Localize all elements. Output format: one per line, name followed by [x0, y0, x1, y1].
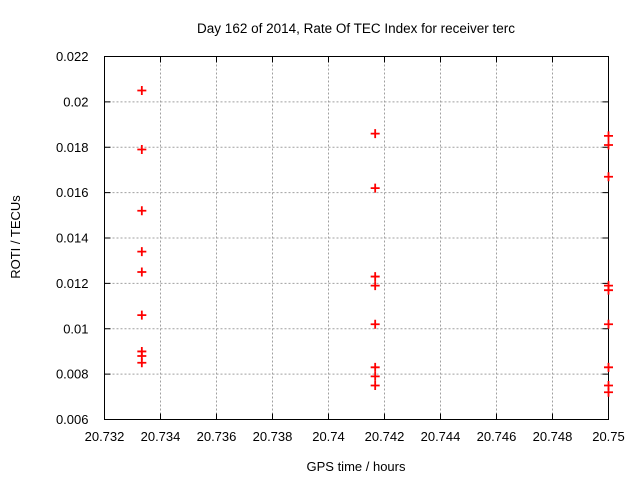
data-point-marker — [370, 371, 380, 381]
data-point-marker — [604, 362, 613, 372]
data-point-marker — [137, 247, 147, 257]
x-tick-label: 20.746 — [477, 429, 517, 444]
x-tick-label: 20.738 — [253, 429, 293, 444]
data-point-marker — [370, 281, 380, 291]
y-tick-label: 0.008 — [56, 367, 89, 382]
data-point-marker — [370, 129, 380, 139]
data-point-marker — [370, 380, 380, 390]
data-point-marker — [137, 145, 147, 155]
y-tick-label: 0.01 — [63, 321, 88, 336]
data-point-marker — [370, 272, 380, 282]
data-point-marker — [370, 183, 380, 193]
data-point-marker — [370, 362, 380, 372]
data-point-marker — [137, 267, 147, 277]
x-axis-label: GPS time / hours — [307, 459, 406, 474]
y-tick-label: 0.006 — [56, 412, 89, 427]
y-tick-label: 0.012 — [56, 276, 89, 291]
data-point-marker — [604, 131, 613, 141]
chart-title: Day 162 of 2014, Rate Of TEC Index for r… — [197, 21, 515, 36]
data-point-marker — [137, 358, 147, 368]
data-point-marker — [137, 86, 147, 96]
y-tick-label: 0.02 — [63, 94, 88, 109]
data-point-marker — [370, 319, 380, 329]
plot-layer: 20.732 20.734 20.736 20.738 20.74 20.742 20.74… — [56, 49, 625, 444]
x-tick-label: 20.74 — [312, 429, 345, 444]
x-tick-label: 20.742 — [365, 429, 405, 444]
data-point-marker — [137, 206, 147, 216]
x-tick-label: 20.736 — [197, 429, 237, 444]
y-tick-label: 0.022 — [56, 49, 89, 64]
y-tick-label: 0.018 — [56, 140, 89, 155]
x-tick-label: 20.75 — [592, 429, 625, 444]
data-point-marker — [137, 310, 147, 320]
y-tick-label: 0.016 — [56, 185, 89, 200]
y-tick-label: 0.014 — [56, 231, 89, 246]
data-point-marker — [604, 319, 613, 329]
x-tick-label: 20.734 — [141, 429, 181, 444]
data-point-marker — [604, 285, 613, 295]
data-point-marker — [604, 387, 613, 397]
y-axis-label: ROTI / TECUs — [8, 195, 23, 279]
data-point-marker — [604, 172, 613, 182]
x-tick-label: 20.744 — [421, 429, 461, 444]
data-point-marker — [604, 140, 613, 150]
x-tick-label: 20.748 — [533, 429, 573, 444]
x-tick-label: 20.732 — [85, 429, 125, 444]
